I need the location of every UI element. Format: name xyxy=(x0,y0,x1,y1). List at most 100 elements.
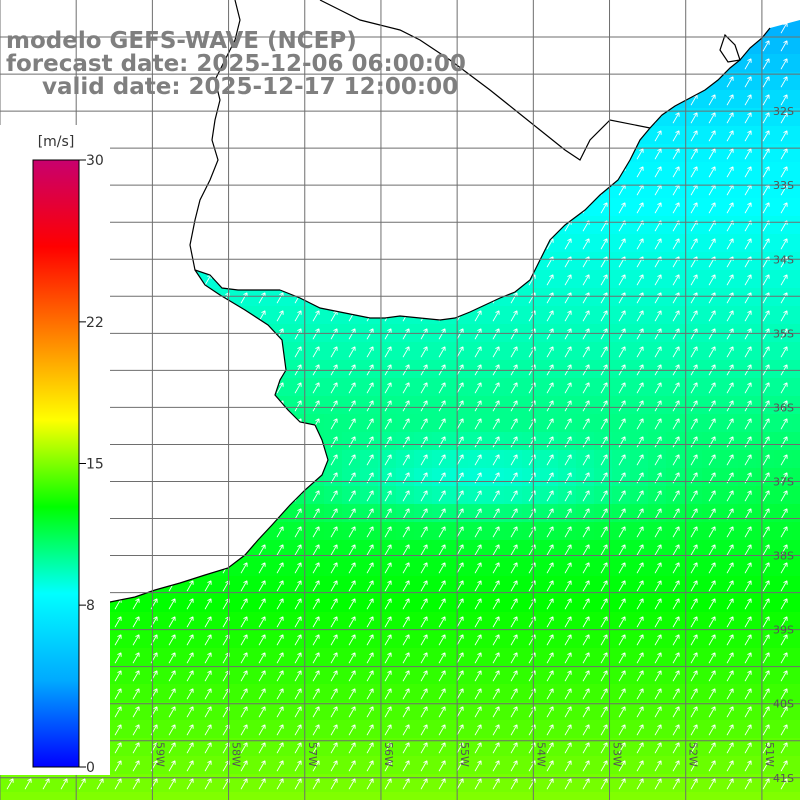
wind-cell xyxy=(558,684,577,703)
wind-cell xyxy=(594,738,613,757)
wind-cell xyxy=(666,558,685,577)
wind-cell xyxy=(360,666,379,685)
wind-cell xyxy=(594,684,613,703)
wind-cell xyxy=(774,774,793,793)
wind-cell xyxy=(414,504,433,523)
wind-cell xyxy=(414,558,433,577)
wind-cell xyxy=(630,396,649,415)
wind-arrow xyxy=(672,148,680,160)
wind-cell xyxy=(792,504,800,523)
wind-cell xyxy=(738,756,757,775)
wind-cell xyxy=(306,666,325,685)
wind-cell xyxy=(324,594,343,613)
wind-cell xyxy=(324,522,343,541)
wind-cell xyxy=(270,594,289,613)
wind-cell xyxy=(792,792,800,800)
wind-cell xyxy=(432,378,451,397)
wind-cell xyxy=(576,414,595,433)
wind-cell xyxy=(774,684,793,703)
wind-cell xyxy=(594,486,613,505)
wind-cell xyxy=(306,522,325,541)
wind-cell xyxy=(108,774,127,793)
wind-arrow xyxy=(564,310,572,322)
wind-cell xyxy=(270,774,289,793)
wind-cell xyxy=(702,306,721,325)
wind-cell xyxy=(522,414,541,433)
wind-arrow xyxy=(618,328,626,340)
wind-cell xyxy=(396,486,415,505)
wind-cell xyxy=(522,756,541,775)
wind-cell xyxy=(666,450,685,469)
wind-arrow xyxy=(636,328,644,340)
wind-cell xyxy=(666,108,685,127)
wind-cell xyxy=(198,684,217,703)
wind-cell xyxy=(702,648,721,667)
wind-cell xyxy=(414,468,433,487)
wind-cell xyxy=(450,414,469,433)
wind-cell xyxy=(522,558,541,577)
wind-arrow xyxy=(762,166,770,178)
wind-cell xyxy=(414,540,433,559)
wind-arrow xyxy=(582,238,590,250)
wind-cell xyxy=(792,612,800,631)
wind-cell xyxy=(306,630,325,649)
wind-cell xyxy=(270,684,289,703)
wind-arrow xyxy=(672,202,680,214)
wind-cell xyxy=(666,720,685,739)
wind-cell xyxy=(288,792,307,800)
wind-arrow xyxy=(276,310,284,322)
wind-cell xyxy=(360,738,379,757)
wind-cell xyxy=(792,702,800,721)
wind-cell xyxy=(252,648,271,667)
wind-arrow xyxy=(510,328,518,340)
wind-cell xyxy=(450,522,469,541)
wind-arrow xyxy=(708,94,716,106)
longitude-label: 52W xyxy=(687,742,700,767)
wind-cell xyxy=(450,432,469,451)
wind-cell xyxy=(378,432,397,451)
wind-arrow xyxy=(726,148,734,160)
wind-cell xyxy=(360,756,379,775)
wind-cell xyxy=(90,774,109,793)
wind-cell xyxy=(576,270,595,289)
wind-cell xyxy=(648,594,667,613)
wind-arrow xyxy=(330,328,338,340)
wind-cell xyxy=(558,612,577,631)
wind-cell xyxy=(162,738,181,757)
wind-cell xyxy=(576,558,595,577)
wind-arrow xyxy=(672,238,680,250)
wind-cell xyxy=(684,486,703,505)
wind-cell xyxy=(756,720,775,739)
wind-cell xyxy=(450,720,469,739)
wind-arrow xyxy=(726,328,734,340)
wind-cell xyxy=(270,738,289,757)
wind-cell xyxy=(666,630,685,649)
wind-cell xyxy=(522,504,541,523)
wind-cell xyxy=(468,792,487,800)
wind-cell xyxy=(630,594,649,613)
wind-cell xyxy=(108,792,127,800)
wind-arrow xyxy=(654,310,662,322)
wind-cell xyxy=(738,630,757,649)
wind-cell xyxy=(666,198,685,217)
wind-cell xyxy=(36,792,55,800)
wind-cell xyxy=(612,684,631,703)
wind-cell xyxy=(738,558,757,577)
valid-date: valid date: 2025-12-17 12:00:00 xyxy=(42,74,459,100)
wind-cell xyxy=(486,522,505,541)
wind-cell xyxy=(234,756,253,775)
wind-cell xyxy=(108,720,127,739)
wind-cell xyxy=(414,414,433,433)
wind-cell xyxy=(576,216,595,235)
wind-arrow xyxy=(636,148,644,160)
wind-cell xyxy=(792,738,800,757)
wind-cell xyxy=(450,612,469,631)
wind-cell xyxy=(684,450,703,469)
wind-cell xyxy=(288,702,307,721)
wind-cell xyxy=(234,774,253,793)
wind-cell xyxy=(486,432,505,451)
wind-cell xyxy=(666,144,685,163)
wind-cell xyxy=(576,702,595,721)
wind-cell xyxy=(756,450,775,469)
wind-cell xyxy=(648,342,667,361)
